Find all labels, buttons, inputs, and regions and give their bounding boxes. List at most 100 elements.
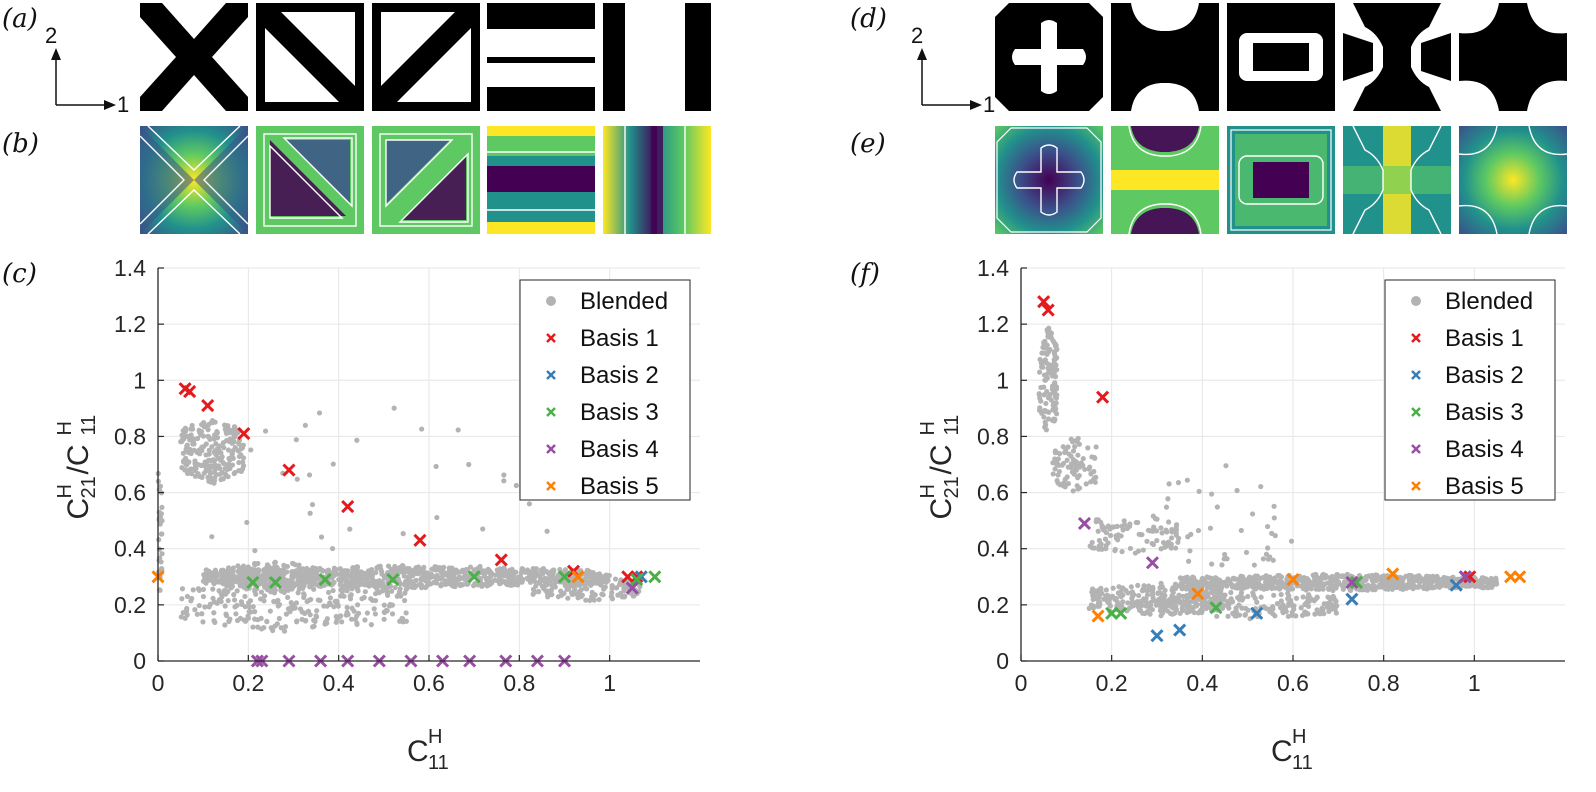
blended-point <box>1286 593 1292 599</box>
legend-marker <box>1411 333 1421 343</box>
y-tick-label: 0.6 <box>977 480 1009 506</box>
blended-point <box>543 588 549 594</box>
blended-point <box>196 587 202 593</box>
blended-point <box>1298 605 1304 611</box>
blended-point <box>1196 580 1202 586</box>
blended-point <box>381 616 387 622</box>
blended-point <box>327 595 334 601</box>
y-tick-label: 1.2 <box>977 311 1009 337</box>
blended-point <box>213 569 219 575</box>
blended-point <box>1172 545 1179 551</box>
x-tick-label: 0.4 <box>1186 670 1218 696</box>
basis-2-point <box>1173 623 1187 637</box>
blended-point <box>434 576 440 582</box>
blended-point <box>252 547 258 554</box>
y-axis-label-part: /C <box>925 445 958 475</box>
blended-point <box>1075 452 1081 458</box>
blended-point <box>206 604 212 610</box>
y-tick-label: 0.2 <box>977 592 1009 618</box>
blended-point <box>402 580 408 587</box>
blended-point <box>179 596 185 602</box>
blended-point <box>263 576 269 582</box>
blended-point <box>1093 444 1099 450</box>
blended-point <box>1185 580 1191 586</box>
axis-indicator-2: 2 <box>911 23 923 48</box>
blended-point <box>346 584 352 590</box>
blended-point <box>1431 575 1437 581</box>
blended-point <box>1135 548 1142 554</box>
blended-point <box>178 439 184 445</box>
blended-point <box>336 577 342 583</box>
blended-point <box>1441 581 1447 587</box>
blended-point <box>1145 527 1152 533</box>
x-axis-label-sup: H <box>428 726 442 748</box>
basis-3-point <box>648 570 662 584</box>
blended-point <box>1146 583 1152 589</box>
blended-point <box>462 576 469 582</box>
blended-point <box>1331 577 1337 584</box>
blended-point <box>1243 549 1250 556</box>
blended-point <box>211 610 217 616</box>
blended-point <box>1314 582 1320 589</box>
blended-point <box>1127 545 1134 552</box>
blended-point <box>1085 445 1091 451</box>
y-axis-label-part: H <box>54 421 76 435</box>
blended-point <box>445 573 451 579</box>
blended-point <box>1238 590 1245 596</box>
blended-point <box>596 596 602 603</box>
legend-entry: Basis 4 <box>1445 436 1524 463</box>
y-axis-label-part: 11 <box>78 415 100 436</box>
blended-point <box>347 593 353 599</box>
blended-point <box>1360 578 1366 584</box>
blended-point <box>253 591 259 597</box>
blended-point <box>1326 608 1332 615</box>
blended-point <box>575 595 581 601</box>
blended-point <box>1204 591 1210 597</box>
blended-point <box>293 600 300 606</box>
blended-point <box>1152 516 1158 522</box>
blended-point <box>351 608 357 614</box>
blended-point <box>284 563 290 570</box>
blended-point <box>182 425 188 431</box>
blended-point <box>608 593 614 599</box>
blended-point <box>551 581 558 587</box>
blended-point <box>217 443 223 449</box>
legend-entry: Basis 3 <box>1445 399 1524 426</box>
blended-point <box>501 478 507 484</box>
blended-point <box>1177 610 1183 616</box>
blended-point <box>1088 479 1094 485</box>
blended-point <box>197 430 203 436</box>
blended-point <box>1102 536 1109 542</box>
basis-1-point <box>1096 390 1110 404</box>
blended-point <box>1435 580 1441 586</box>
blended-point <box>1326 603 1332 609</box>
blended-point <box>218 598 224 605</box>
blended-point <box>1397 574 1403 581</box>
basis-1-point <box>183 384 197 399</box>
blended-point <box>1117 602 1123 608</box>
blended-point <box>1043 400 1049 407</box>
blended-point <box>1478 579 1484 585</box>
blended-point <box>1247 579 1253 585</box>
field-map-b3 <box>372 126 480 234</box>
basis-1-point <box>413 533 427 547</box>
blended-point <box>600 592 606 598</box>
blended-point <box>194 435 201 442</box>
blended-point <box>612 576 619 582</box>
blended-point <box>1049 383 1056 389</box>
blended-point <box>374 586 380 592</box>
blended-point <box>480 526 486 532</box>
blended-point <box>368 596 374 602</box>
blended-point <box>1150 541 1157 548</box>
panel-label-e: (e) <box>850 129 886 159</box>
blended-point <box>1068 453 1074 459</box>
basis-cell-d3 <box>1227 3 1335 111</box>
basis-5-point <box>571 570 585 584</box>
panel-label-b: (b) <box>2 129 39 159</box>
blended-point <box>1272 613 1278 619</box>
blended-point <box>1279 582 1285 589</box>
blended-point <box>211 580 217 586</box>
blended-point <box>488 571 495 577</box>
blended-point <box>225 461 231 468</box>
blended-point <box>204 462 210 468</box>
